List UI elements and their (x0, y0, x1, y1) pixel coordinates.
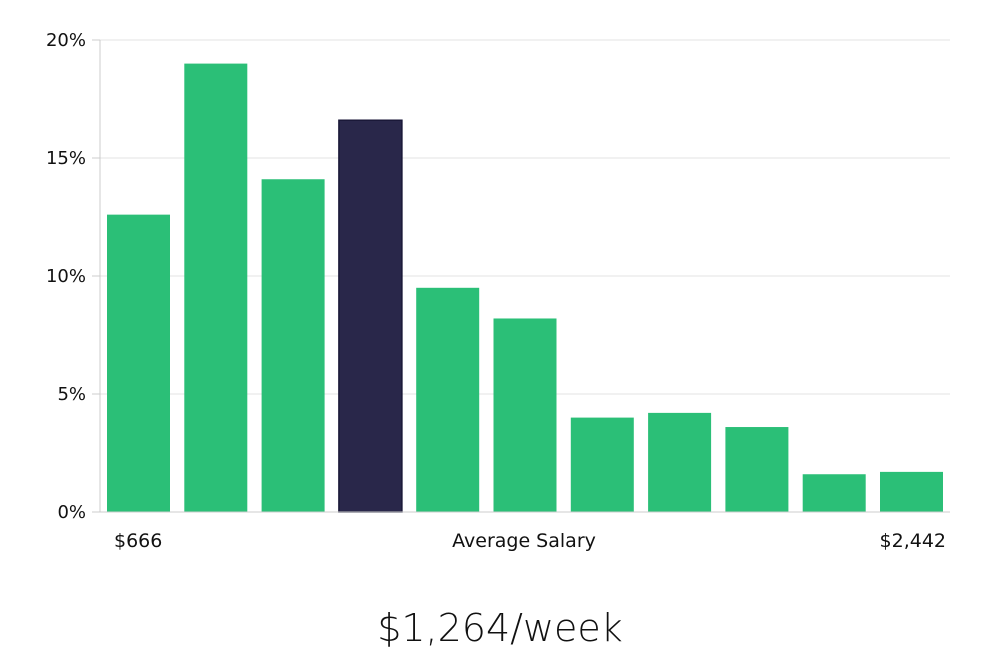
y-tick-label: 10% (46, 266, 86, 287)
bar (107, 214, 170, 512)
bar (802, 474, 866, 512)
y-tick-label: 0% (57, 502, 86, 523)
bar (648, 412, 712, 512)
bar (493, 318, 557, 512)
bar (184, 63, 248, 512)
bar (725, 427, 789, 512)
bar (880, 471, 943, 512)
bar-highlighted (338, 119, 403, 513)
y-tick-label: 5% (57, 384, 86, 405)
x-label-center: Average Salary (452, 530, 596, 552)
y-axis-ticks: 0% 5% 10% 15% 20% (46, 30, 100, 523)
average-salary-value: $1,264/week (377, 606, 623, 650)
salary-histogram: 0% 5% 10% 15% 20% $666 Average Salary $2,442 (46, 30, 950, 552)
y-tick-label: 20% (46, 30, 86, 51)
bars (107, 63, 943, 513)
x-label-max: $2,442 (880, 530, 946, 552)
y-tick-label: 15% (46, 148, 86, 169)
bar (261, 179, 325, 513)
bar (416, 287, 480, 512)
bar (570, 417, 634, 512)
x-label-min: $666 (114, 530, 162, 552)
